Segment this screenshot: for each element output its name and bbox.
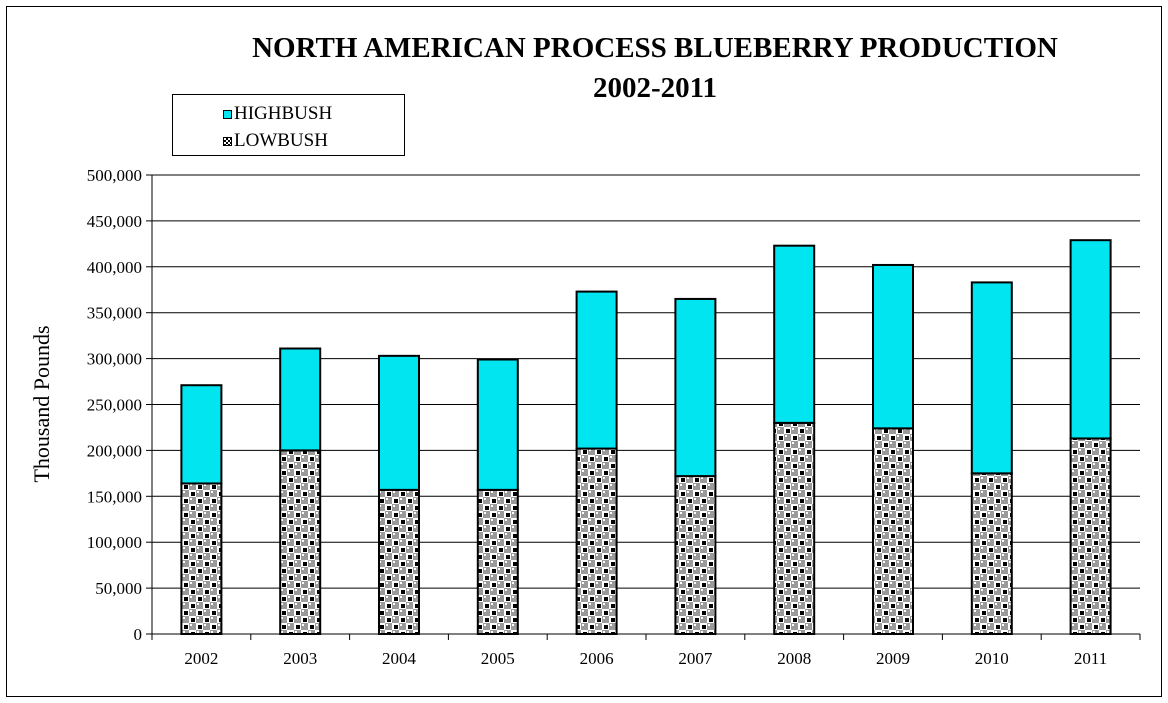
y-tick-label: 350,000 bbox=[87, 304, 142, 323]
bar-lowbush bbox=[279, 449, 322, 635]
y-tick-label: 200,000 bbox=[87, 441, 142, 460]
y-tick-label: 50,000 bbox=[95, 579, 142, 598]
bar-highbush bbox=[872, 263, 914, 430]
bar-highbush bbox=[1069, 239, 1112, 440]
bar-lowbush bbox=[378, 488, 420, 635]
legend-swatch-lowbush bbox=[223, 136, 232, 146]
bar-highbush bbox=[674, 297, 717, 478]
y-tick-label: 450,000 bbox=[87, 212, 142, 231]
bar-lowbush bbox=[180, 482, 223, 635]
legend-label-lowbush: LOWBUSH bbox=[234, 130, 328, 151]
bar-lowbush bbox=[872, 427, 914, 636]
x-tick-label: 2002 bbox=[184, 649, 218, 668]
x-tick-label: 2009 bbox=[876, 649, 910, 668]
y-tick-label: 100,000 bbox=[87, 533, 142, 552]
bar-lowbush bbox=[970, 472, 1013, 635]
bar-highbush bbox=[378, 354, 420, 491]
x-tick-label: 2003 bbox=[283, 649, 317, 668]
chart-title: NORTH AMERICAN PROCESS BLUEBERRY PRODUCT… bbox=[252, 32, 1058, 64]
y-tick-label: 300,000 bbox=[87, 350, 142, 369]
legend-label-highbush: HIGHBUSH bbox=[234, 103, 333, 124]
bar-highbush bbox=[180, 384, 223, 485]
legend-swatch-highbush bbox=[223, 109, 232, 119]
y-tick-label: 500,000 bbox=[87, 166, 142, 185]
bar-lowbush bbox=[674, 475, 717, 635]
legend-item-highbush: HIGHBUSH bbox=[223, 103, 332, 125]
x-tick-label: 2011 bbox=[1074, 649, 1107, 668]
bar-highbush bbox=[970, 281, 1013, 475]
x-tick-label: 2004 bbox=[382, 649, 417, 668]
bar-lowbush bbox=[773, 421, 816, 635]
x-tick-label: 2010 bbox=[975, 649, 1009, 668]
x-tick-label: 2006 bbox=[580, 649, 614, 668]
bar-lowbush bbox=[575, 447, 618, 635]
y-tick-label: 0 bbox=[134, 625, 143, 644]
chart-subtitle: 2002-2011 bbox=[592, 72, 718, 104]
bar-highbush bbox=[773, 244, 816, 424]
x-tick-label: 2005 bbox=[481, 649, 515, 668]
bar-lowbush bbox=[476, 488, 519, 635]
y-tick-label: 400,000 bbox=[87, 258, 142, 277]
y-tick-label: 250,000 bbox=[87, 396, 142, 415]
x-tick-label: 2007 bbox=[678, 649, 713, 668]
y-tick-label: 150,000 bbox=[87, 487, 142, 506]
x-tick-label: 2008 bbox=[777, 649, 811, 668]
bar-highbush bbox=[279, 347, 322, 452]
legend-item-lowbush: LOWBUSH bbox=[223, 130, 328, 152]
bar-highbush bbox=[476, 358, 519, 491]
bar-highbush bbox=[575, 290, 618, 450]
legend: HIGHBUSH LOWBUSH bbox=[172, 94, 405, 156]
bar-lowbush bbox=[1069, 437, 1112, 635]
